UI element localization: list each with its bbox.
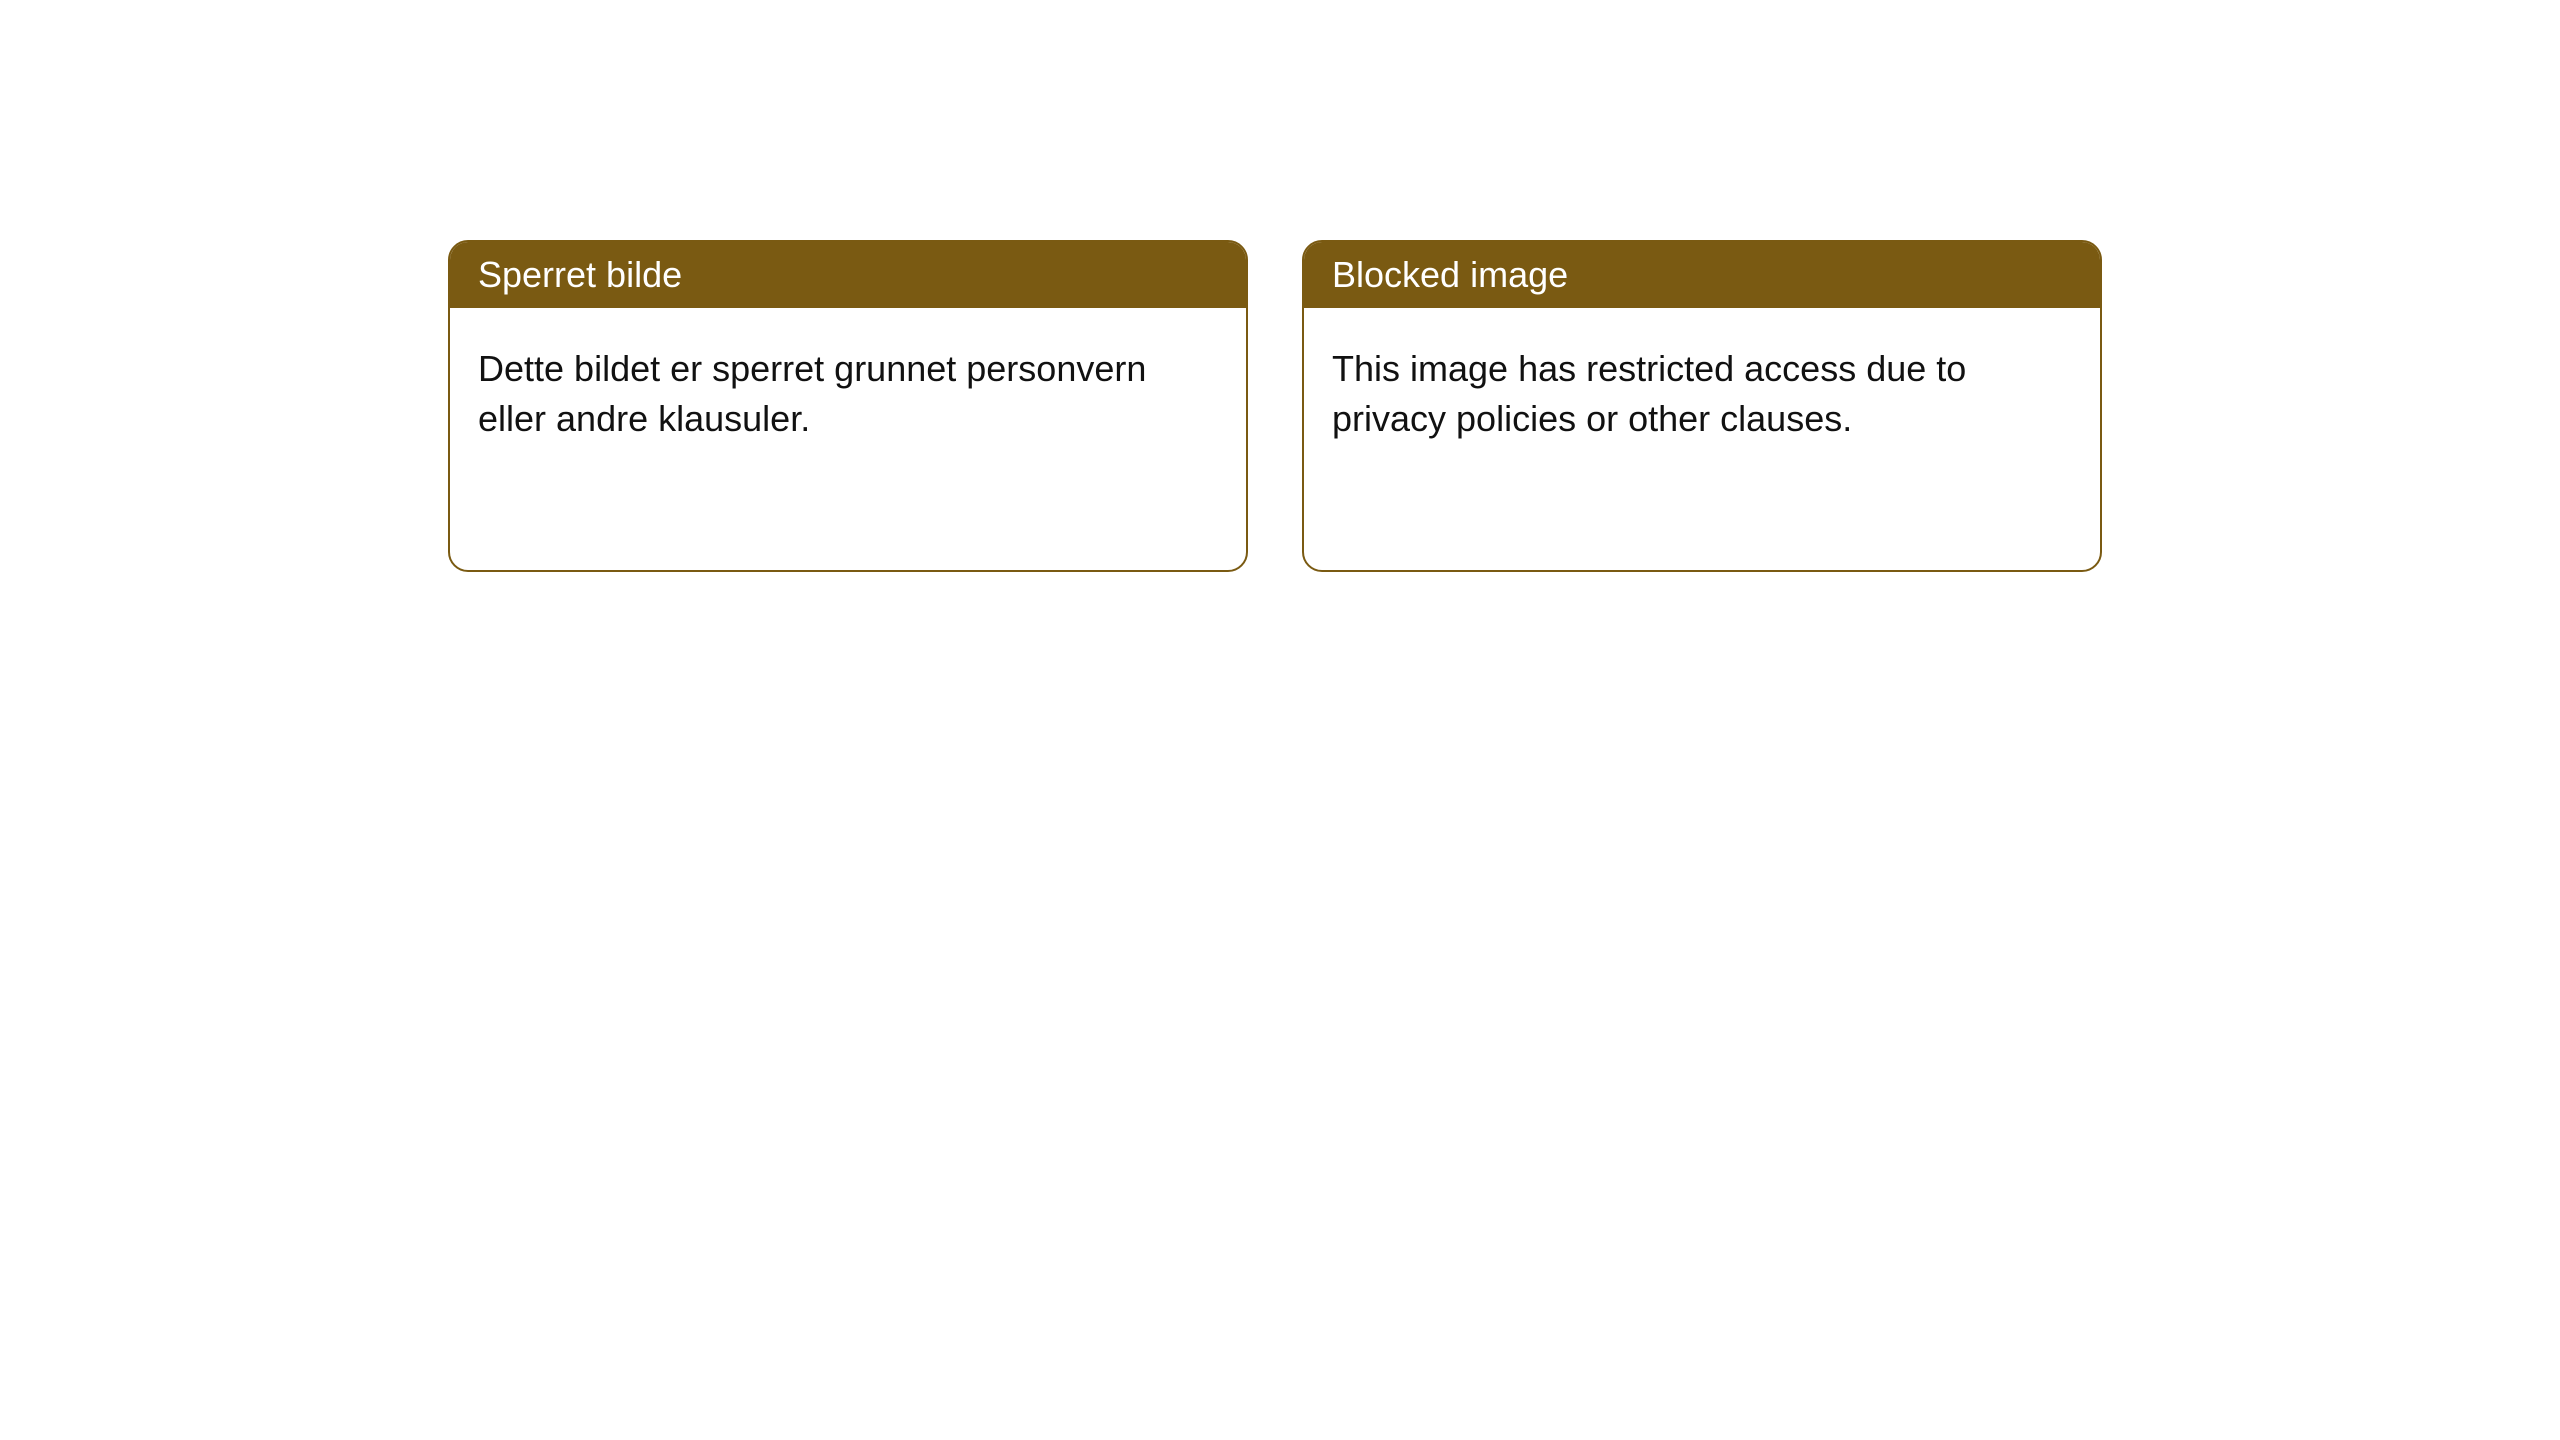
notice-title-english: Blocked image [1304,242,2100,308]
notice-container: Sperret bilde Dette bildet er sperret gr… [0,0,2560,572]
notice-card-norwegian: Sperret bilde Dette bildet er sperret gr… [448,240,1248,572]
notice-card-english: Blocked image This image has restricted … [1302,240,2102,572]
notice-title-norwegian: Sperret bilde [450,242,1246,308]
notice-body-english: This image has restricted access due to … [1304,308,2100,481]
notice-body-norwegian: Dette bildet er sperret grunnet personve… [450,308,1246,481]
